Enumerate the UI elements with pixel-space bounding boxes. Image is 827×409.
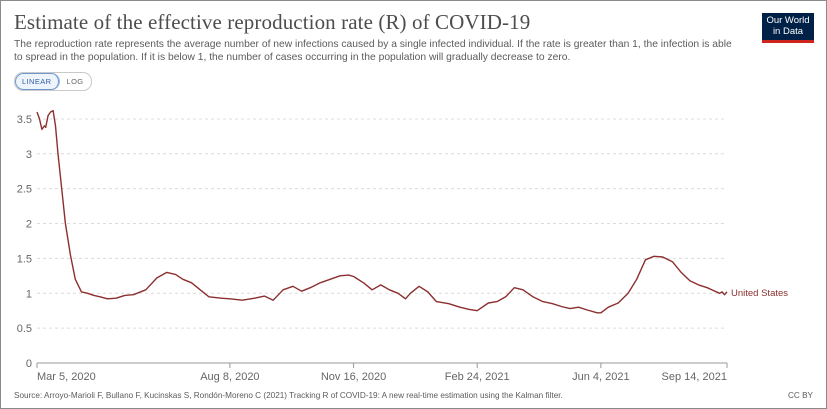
y-tick-label: 2 [26, 219, 32, 231]
logo-accent-bar [762, 40, 814, 43]
series-layer: United States [36, 109, 788, 314]
y-tick-label: 0.5 [17, 323, 32, 335]
y-axis-ticks: 0 0.5 1 1.5 2 2.5 3 3.5 [17, 114, 32, 370]
x-tick-label: Nov 16, 2020 [321, 371, 386, 383]
logo-line-2: in Data [772, 25, 804, 37]
y-tick-label: 0 [26, 358, 32, 370]
x-tick-label: Feb 24, 2021 [445, 371, 510, 383]
linear-scale-button[interactable]: LINEAR [15, 73, 60, 90]
y-tick-label: 3.5 [17, 114, 32, 126]
y-tick-label: 2.5 [17, 184, 32, 196]
logo-line-1: Our World [766, 15, 810, 26]
series-label-united-states: United States [731, 288, 788, 299]
scale-toggle[interactable]: LINEAR LOG [14, 72, 92, 91]
y-gridlines [37, 118, 727, 364]
x-tick-label: Aug 8, 2020 [200, 371, 259, 383]
series-line-united-states [36, 109, 728, 314]
license-link[interactable]: CC BY [787, 391, 813, 400]
chart-title: Estimate of the effective reproduction r… [14, 10, 531, 34]
x-tick-label: Jun 4, 2021 [572, 371, 630, 383]
y-tick-label: 1 [26, 288, 32, 300]
x-tick-label: Sep 14, 2021 [662, 371, 727, 383]
source-note: Source: Arroyo-Marioli F, Bullano F, Kuc… [14, 391, 563, 400]
y-tick-label: 1.5 [17, 253, 32, 265]
y-tick-label: 3 [26, 149, 32, 161]
owid-logo[interactable]: Our World in Data [762, 13, 814, 43]
x-tick-label: Mar 5, 2020 [37, 371, 96, 383]
x-axis: Mar 5, 2020 Aug 8, 2020 Nov 16, 2020 Feb 24… [36, 363, 728, 383]
log-scale-button[interactable]: LOG [66, 77, 84, 86]
chart-subtitle: The reproduction rate represents the ave… [14, 39, 732, 63]
